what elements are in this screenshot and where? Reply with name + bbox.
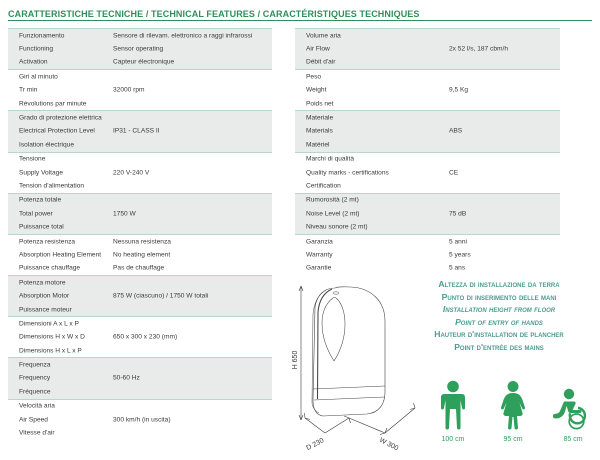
svg-text:W 300: W 300	[378, 437, 399, 452]
svg-text:H 650: H 650	[292, 351, 299, 370]
svg-text:D 230: D 230	[305, 437, 325, 452]
